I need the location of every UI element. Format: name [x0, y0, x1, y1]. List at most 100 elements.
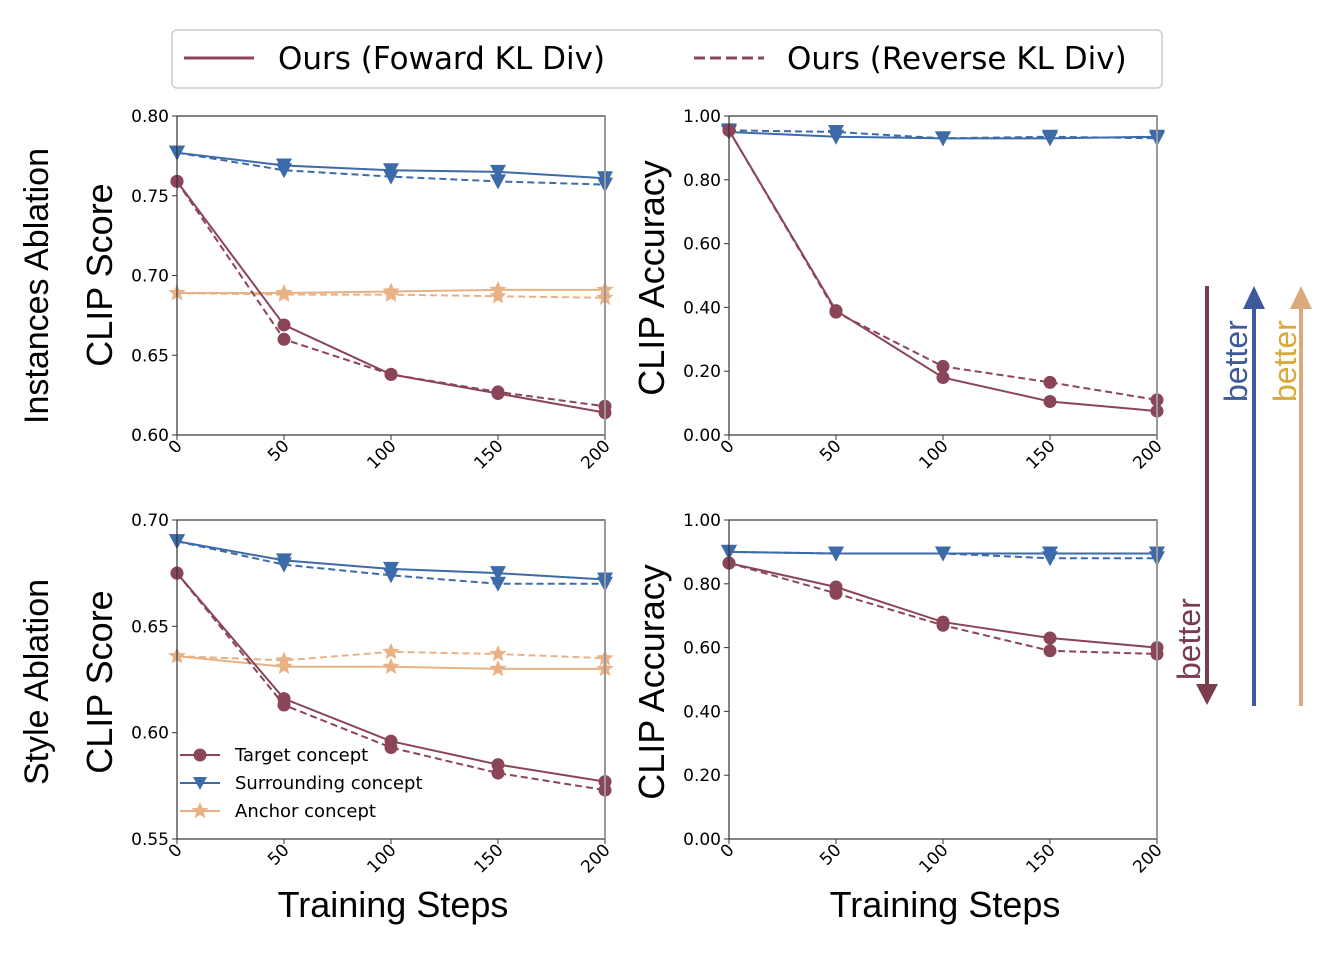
x-tick-label: 50: [264, 436, 293, 465]
data-point-anchor-dashed: [275, 285, 293, 302]
row-label-style: Style Ablation: [18, 579, 56, 785]
data-point-surrounding-dashed: [276, 163, 292, 179]
target-better-arrow-down-icon: [1196, 684, 1218, 705]
y-tick-label: 0.40: [683, 702, 721, 722]
data-point-surrounding-dashed: [828, 124, 844, 140]
data-point-target-dashed: [1043, 375, 1057, 389]
data-point-target-dashed: [1043, 644, 1057, 658]
data-point-target-dashed: [277, 332, 291, 346]
x-tick-label: 150: [470, 436, 507, 473]
data-point-anchor-dashed: [275, 651, 293, 668]
data-point-target-dashed: [491, 385, 505, 399]
better-arrows: better better better: [1171, 286, 1312, 706]
y-tick-label: 0.60: [683, 639, 721, 659]
target-better-label: better: [1171, 598, 1207, 680]
inner-legend-surrounding-marker: [193, 777, 207, 790]
data-point-target-solid: [1043, 395, 1057, 409]
data-point-target-dashed: [491, 766, 505, 780]
data-point-target-dashed: [829, 586, 843, 600]
y-axis-label: CLIP Accuracy: [631, 564, 672, 799]
y-tick-label: 0.55: [131, 830, 169, 850]
data-point-surrounding-dashed: [828, 546, 844, 562]
inner-legend-surrounding-label: Surrounding concept: [235, 773, 423, 794]
x-tick-label: 100: [363, 436, 400, 473]
data-point-surrounding-dashed: [1042, 551, 1058, 567]
x-axis-label: Training Steps: [278, 884, 509, 925]
surrounding-better-label: better: [1218, 320, 1254, 402]
y-tick-label: 0.60: [131, 724, 169, 744]
anchor-better-arrow-up-icon: [1290, 286, 1312, 309]
x-tick-label: 150: [1022, 840, 1059, 877]
data-point-target-solid: [1043, 631, 1057, 645]
data-point-surrounding-dashed: [383, 568, 399, 584]
panel-instances-clip-accuracy: 0.00 0.20 0.40 0.60 0.80 1.00 0 50 100 150 200 CLIP…: [631, 107, 1167, 473]
x-tick-label: 200: [1129, 840, 1166, 877]
y-axis-label: CLIP Score: [79, 183, 120, 366]
y-tick-label: 1.00: [683, 511, 721, 531]
y-tick-label: 0.65: [131, 617, 169, 637]
series-line-target-dashed: [728, 129, 1158, 401]
x-tick-label: 100: [915, 436, 952, 473]
axes-frame: [728, 519, 1158, 840]
y-tick-label: 0.00: [683, 426, 721, 446]
data-point-target-dashed: [384, 367, 398, 381]
data-point-surrounding-solid: [490, 566, 506, 582]
x-tick-label: 150: [470, 840, 507, 877]
data-point-anchor-solid: [489, 659, 507, 677]
data-point-target-dashed: [936, 359, 950, 373]
anchor-better-label: better: [1267, 320, 1303, 402]
inner-legend-target-label: Target concept: [234, 745, 368, 766]
x-tick-label: 0: [717, 436, 739, 458]
x-tick-label: 100: [363, 840, 400, 877]
data-point-anchor-dashed: [382, 642, 400, 660]
data-point-anchor-solid: [382, 657, 400, 675]
x-tick-label: 200: [577, 436, 614, 473]
inner-legend: Target concept Surrounding concept Ancho…: [180, 745, 423, 822]
y-tick-label: 0.80: [683, 171, 721, 191]
data-point-target-solid: [936, 371, 950, 385]
data-point-surrounding-dashed: [935, 131, 951, 147]
data-point-target-dashed: [936, 618, 950, 632]
y-tick-label: 0.80: [683, 575, 721, 595]
data-point-surrounding-dashed: [490, 576, 506, 592]
axes-frame: [728, 115, 1158, 436]
data-point-surrounding-dashed: [935, 546, 951, 562]
top-legend-frame: [171, 29, 1163, 89]
y-tick-label: 0.60: [683, 235, 721, 255]
surrounding-better-arrow-up-icon: [1243, 286, 1265, 309]
inner-legend-target-marker: [193, 748, 207, 762]
x-tick-label: 50: [816, 840, 845, 869]
data-point-surrounding-dashed: [276, 557, 292, 573]
data-point-surrounding-dashed: [490, 174, 506, 190]
data-point-target-dashed: [384, 741, 398, 755]
data-point-anchor-dashed: [489, 287, 507, 304]
data-point-target-dashed: [829, 305, 843, 319]
series-line-target-solid: [728, 562, 1158, 649]
row-label-instances: Instances Ablation: [18, 148, 56, 424]
y-tick-label: 0.80: [131, 107, 169, 127]
series-line-target-dashed: [176, 572, 606, 792]
x-tick-label: 0: [165, 436, 187, 458]
data-point-anchor-dashed: [382, 285, 400, 302]
y-tick-label: 0.20: [683, 766, 721, 786]
data-point-target-solid: [277, 318, 291, 332]
x-axis-label: Training Steps: [830, 884, 1061, 925]
y-axis-label: CLIP Accuracy: [631, 160, 672, 395]
y-tick-label: 0.65: [131, 346, 169, 366]
y-tick-label: 0.70: [131, 511, 169, 531]
data-point-surrounding-solid: [490, 164, 506, 180]
x-tick-label: 200: [1129, 436, 1166, 473]
y-tick-label: 0.20: [683, 362, 721, 382]
y-tick-label: 0.70: [131, 267, 169, 287]
inner-legend-anchor-marker: [191, 802, 209, 819]
x-tick-label: 0: [717, 840, 739, 862]
inner-legend-anchor-label: Anchor concept: [235, 801, 376, 822]
x-tick-label: 100: [915, 840, 952, 877]
panel-style-clip-score: 0.55 0.60 0.65 0.70 0 50 100 150 200 CLIP Score Tr…: [79, 511, 615, 925]
x-tick-label: 150: [1022, 436, 1059, 473]
legend-forward-kl-label: Ours (Foward KL Div): [278, 41, 605, 77]
x-tick-label: 50: [816, 436, 845, 465]
legend-reverse-kl-label: Ours (Reverse KL Div): [787, 41, 1127, 77]
x-tick-label: 200: [577, 840, 614, 877]
